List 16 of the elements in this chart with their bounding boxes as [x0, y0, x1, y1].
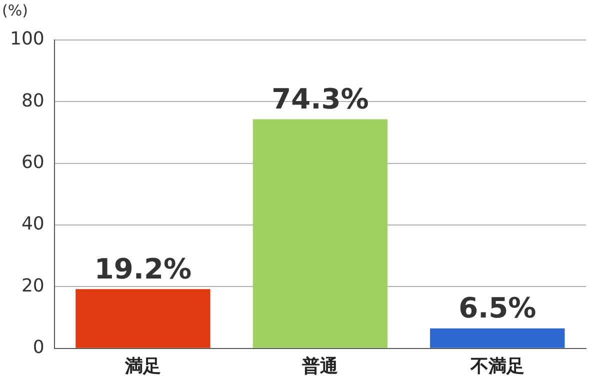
x-tick-label: 不満足 [469, 356, 524, 377]
bar [252, 119, 388, 348]
data-label: 19.2% [94, 252, 192, 286]
bar [430, 328, 565, 348]
y-tick-label: 0 [32, 337, 44, 358]
x-tick-label: 満足 [124, 356, 161, 377]
y-axis-title: (%) [2, 1, 28, 20]
data-label: 74.3% [272, 82, 369, 116]
y-tick-label: 60 [21, 152, 44, 174]
y-tick-label: 40 [21, 214, 44, 235]
y-tick-label: 80 [21, 90, 44, 112]
x-tick-label: 普通 [301, 356, 338, 377]
y-tick-label: 20 [21, 275, 44, 296]
y-tick-label: 100 [10, 28, 44, 50]
bar [76, 289, 210, 348]
data-label: 6.5% [458, 292, 536, 325]
